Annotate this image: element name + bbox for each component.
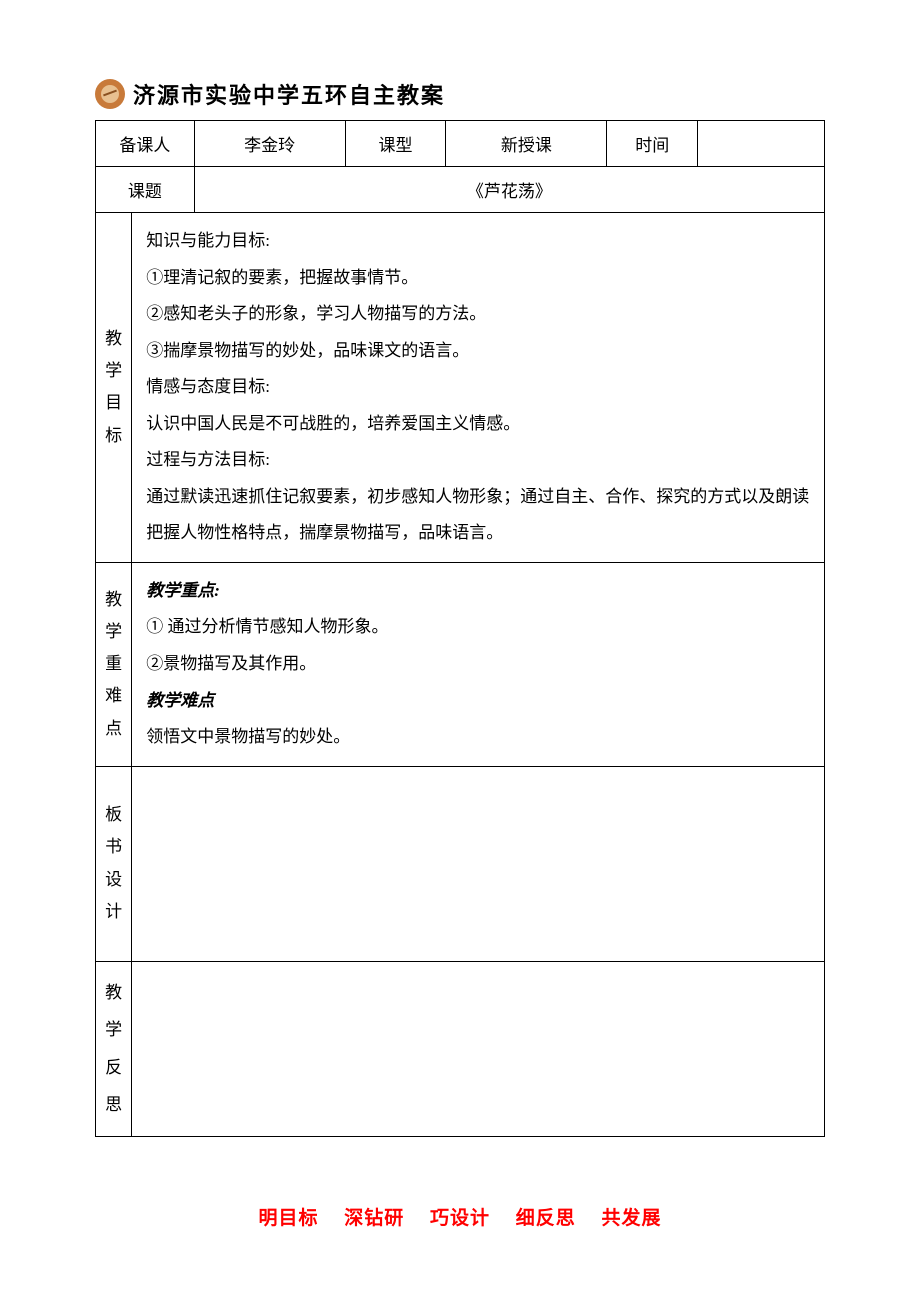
goals-label-text: 教学目标	[105, 329, 122, 445]
lesson-type-label: 课型	[345, 121, 446, 167]
topic-label: 课题	[96, 167, 195, 213]
keypoints-line: ① 通过分析情节感知人物形象。	[146, 609, 810, 646]
keypoints-line: ②景物描写及其作用。	[146, 646, 810, 683]
preparer-label: 备课人	[96, 121, 195, 167]
page-footer-motto: 明目标 深钻研 巧设计 细反思 共发展	[0, 1203, 920, 1230]
logo-inner-icon	[101, 85, 119, 103]
title-row: 济源市实验中学五环自主教案	[95, 78, 825, 110]
keypoints-label: 教学重难点	[96, 562, 132, 766]
topic-value: 《芦花荡》	[194, 167, 824, 213]
goals-line: 过程与方法目标:	[146, 442, 810, 479]
time-value	[698, 121, 825, 167]
board-content	[132, 766, 825, 961]
page: 济源市实验中学五环自主教案 备课人 李金玲 课型 新授课 时间 课题 《芦花荡》…	[0, 0, 920, 1302]
keypoints-line: 领悟文中景物描写的妙处。	[146, 719, 810, 756]
goals-content: 知识与能力目标: ①理清记叙的要素，把握故事情节。 ②感知老头子的形象，学习人物…	[132, 213, 825, 563]
reflection-row: 教学反思	[96, 961, 825, 1136]
board-label: 板书设计	[96, 766, 132, 961]
reflection-content	[132, 961, 825, 1136]
header-row-2: 课题 《芦花荡》	[96, 167, 825, 213]
keypoints-heading: 教学难点	[146, 683, 810, 720]
footer-word: 细反思	[516, 1208, 576, 1229]
goals-row: 教学目标 知识与能力目标: ①理清记叙的要素，把握故事情节。 ②感知老头子的形象…	[96, 213, 825, 563]
time-label: 时间	[607, 121, 698, 167]
reflection-label-text: 教学反思	[105, 983, 122, 1114]
board-label-text: 板书设计	[105, 805, 122, 921]
document-title: 济源市实验中学五环自主教案	[133, 78, 445, 110]
footer-word: 深钻研	[344, 1208, 404, 1229]
keypoints-content: 教学重点: ① 通过分析情节感知人物形象。 ②景物描写及其作用。 教学难点 领悟…	[132, 562, 825, 766]
goals-line: 情感与态度目标:	[146, 369, 810, 406]
preparer-value: 李金玲	[194, 121, 345, 167]
footer-word: 明目标	[258, 1208, 318, 1229]
goals-line: 知识与能力目标:	[146, 223, 810, 260]
footer-word: 巧设计	[430, 1208, 490, 1229]
goals-line: ③揣摩景物描写的妙处，品味课文的语言。	[146, 333, 810, 370]
reflection-label: 教学反思	[96, 961, 132, 1136]
goals-line: ②感知老头子的形象，学习人物描写的方法。	[146, 296, 810, 333]
goals-line: 认识中国人民是不可战胜的，培养爱国主义情感。	[146, 406, 810, 443]
goals-line: 通过默读迅速抓住记叙要素，初步感知人物形象；通过自主、合作、探究的方式以及朗读把…	[146, 479, 810, 552]
lesson-plan-table: 备课人 李金玲 课型 新授课 时间 课题 《芦花荡》 教学目标 知识与能力目标:…	[95, 120, 825, 1137]
keypoints-label-text: 教学重难点	[105, 590, 122, 738]
footer-word: 共发展	[602, 1208, 662, 1229]
keypoints-heading: 教学重点:	[146, 573, 810, 610]
goals-label: 教学目标	[96, 213, 132, 563]
keypoints-row: 教学重难点 教学重点: ① 通过分析情节感知人物形象。 ②景物描写及其作用。 教…	[96, 562, 825, 766]
goals-line: ①理清记叙的要素，把握故事情节。	[146, 260, 810, 297]
board-row: 板书设计	[96, 766, 825, 961]
lesson-type-value: 新授课	[446, 121, 607, 167]
school-logo-icon	[95, 79, 125, 109]
header-row-1: 备课人 李金玲 课型 新授课 时间	[96, 121, 825, 167]
